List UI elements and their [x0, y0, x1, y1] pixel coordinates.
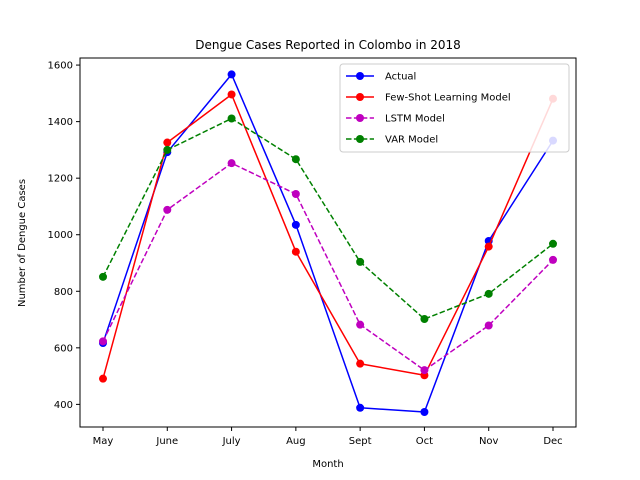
x-tick-label: Dec	[543, 436, 562, 447]
data-point-var-model	[227, 114, 236, 123]
y-tick-label: 400	[54, 400, 73, 411]
x-tick-label: June	[155, 436, 178, 447]
y-axis-ticks: 400 600 800 1000 1200 1400 1600	[48, 61, 80, 411]
data-point-var-model	[163, 145, 172, 154]
legend-swatch-marker-var-model	[356, 135, 364, 143]
legend-label-lstm-model: LSTM Model	[385, 114, 445, 125]
legend-swatch-marker-few-shot-learning-model	[356, 93, 364, 101]
data-point-actual	[227, 70, 236, 79]
y-tick-label: 800	[54, 287, 73, 298]
data-point-lstm-model	[549, 255, 557, 264]
x-tick-label: July	[222, 436, 241, 447]
data-point-actual	[291, 220, 300, 229]
data-point-lstm-model	[484, 321, 493, 330]
data-point-few-shot-learning-model	[356, 359, 365, 368]
data-point-few-shot-learning-model	[484, 242, 493, 251]
x-tick-label: Nov	[479, 436, 499, 447]
y-tick-label: 1400	[48, 117, 73, 128]
data-point-var-model	[99, 272, 107, 281]
x-axis-ticks: May June July Aug Sept Oct Nov Dec	[93, 427, 563, 447]
y-tick-label: 600	[54, 343, 73, 354]
data-point-var-model	[291, 155, 300, 164]
legend-label-var-model: VAR Model	[385, 135, 438, 146]
data-point-few-shot-learning-model	[163, 138, 172, 147]
x-tick-label: May	[93, 436, 114, 447]
legend-swatch-marker-actual	[356, 72, 364, 80]
legend-label-few-shot-learning-model: Few-Shot Learning Model	[385, 93, 511, 104]
x-tick-label: Aug	[286, 436, 306, 447]
legend: Actual Few-Shot Learning Model LSTM Model V…	[339, 63, 570, 153]
x-tick-label: Sept	[349, 436, 372, 447]
y-tick-label: 1000	[48, 230, 73, 241]
data-point-actual	[356, 403, 365, 412]
chart-title: Dengue Cases Reported in Colombo in 2018	[195, 38, 461, 52]
x-tick-label: Oct	[416, 436, 433, 447]
data-point-lstm-model	[227, 159, 236, 168]
data-point-var-model	[549, 239, 557, 248]
data-point-var-model	[420, 314, 429, 323]
x-axis-title: Month	[312, 459, 343, 470]
data-point-few-shot-learning-model	[291, 247, 300, 256]
data-point-few-shot-learning-model	[227, 90, 236, 99]
series-line-var-model	[102, 117, 554, 320]
y-tick-label: 1600	[48, 61, 73, 72]
y-tick-label: 1200	[48, 174, 73, 185]
legend-label-actual: Actual	[385, 72, 416, 83]
data-point-var-model	[356, 257, 365, 266]
series-line-few-shot-learning-model	[102, 93, 554, 379]
data-point-lstm-model	[99, 337, 107, 346]
data-point-lstm-model	[163, 205, 172, 214]
series-line-lstm-model	[102, 162, 554, 371]
data-point-actual	[420, 408, 429, 417]
data-point-lstm-model	[291, 190, 300, 199]
data-point-lstm-model	[356, 320, 365, 329]
data-point-few-shot-learning-model	[99, 374, 107, 383]
y-axis-title: Number of Dengue Cases	[17, 179, 28, 307]
legend-swatch-marker-lstm-model	[356, 114, 364, 122]
data-point-var-model	[484, 289, 493, 298]
legend-box	[339, 63, 570, 153]
data-point-lstm-model	[420, 366, 429, 375]
